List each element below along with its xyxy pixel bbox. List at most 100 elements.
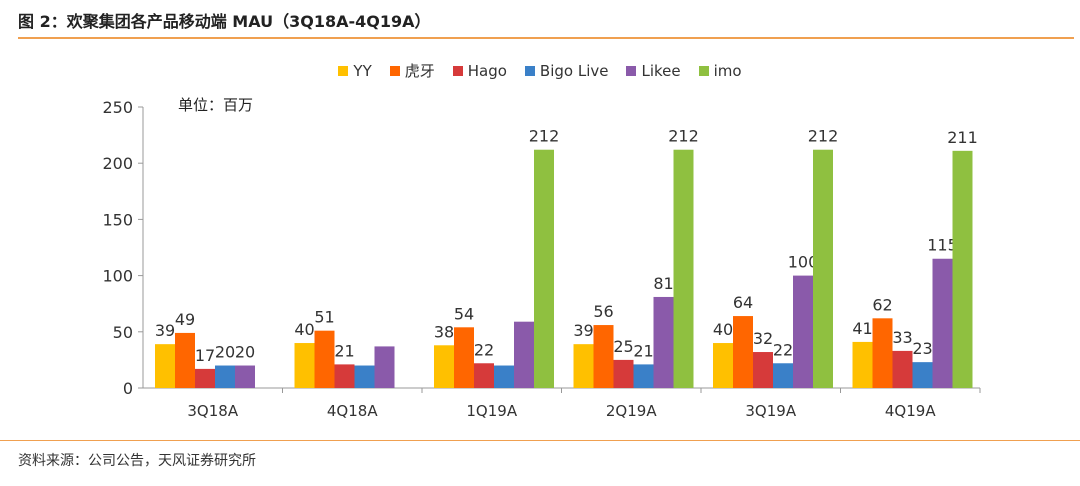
data-label: 81 bbox=[653, 274, 673, 293]
bar bbox=[952, 150, 973, 388]
data-label: 100 bbox=[788, 253, 819, 272]
bar bbox=[534, 149, 554, 388]
bar bbox=[593, 325, 614, 388]
bar bbox=[932, 258, 953, 388]
bar bbox=[673, 149, 694, 388]
data-label: 56 bbox=[593, 302, 613, 321]
bar bbox=[195, 368, 215, 388]
bar bbox=[454, 327, 474, 388]
legend-label: imo bbox=[713, 61, 742, 80]
data-label: 38 bbox=[434, 322, 454, 341]
bar bbox=[514, 321, 534, 388]
y-tick-label: 100 bbox=[102, 267, 133, 286]
x-tick-label: 3Q19A bbox=[745, 402, 796, 420]
bar bbox=[235, 365, 255, 388]
data-label: 23 bbox=[912, 339, 932, 358]
bar bbox=[793, 275, 813, 388]
data-label: 40 bbox=[294, 320, 314, 339]
data-label: 39 bbox=[573, 321, 593, 340]
x-tick-label: 1Q19A bbox=[466, 402, 517, 420]
data-label: 21 bbox=[334, 341, 354, 360]
data-label: 211 bbox=[947, 128, 978, 147]
bar bbox=[175, 332, 195, 388]
source-rule bbox=[0, 440, 1080, 441]
y-tick-label: 0 bbox=[123, 379, 133, 398]
bar bbox=[334, 364, 355, 388]
data-label: 212 bbox=[808, 127, 839, 146]
data-label: 49 bbox=[175, 310, 195, 329]
legend-swatch bbox=[626, 65, 637, 76]
bar bbox=[613, 359, 634, 388]
bar bbox=[494, 365, 514, 388]
legend-swatch bbox=[338, 65, 349, 76]
legend-swatch bbox=[524, 65, 535, 76]
legend-label: Hago bbox=[467, 61, 507, 80]
data-label: 212 bbox=[529, 127, 560, 146]
data-label: 22 bbox=[474, 340, 494, 359]
data-label: 21 bbox=[633, 341, 653, 360]
bar bbox=[354, 365, 375, 388]
data-label: 41 bbox=[852, 319, 872, 338]
data-label: 22 bbox=[773, 340, 793, 359]
x-tick-label: 2Q19A bbox=[606, 402, 657, 420]
legend-label: Likee bbox=[641, 61, 681, 80]
x-tick-label: 3Q18A bbox=[187, 402, 238, 420]
data-label: 115 bbox=[927, 236, 958, 255]
bar bbox=[912, 362, 933, 388]
legend-label: YY bbox=[353, 61, 372, 80]
bar bbox=[733, 316, 753, 388]
y-tick-label: 150 bbox=[102, 210, 133, 229]
bar bbox=[753, 352, 773, 388]
data-label: 64 bbox=[733, 293, 753, 312]
bar bbox=[813, 149, 833, 388]
unit-label: 单位：百万 bbox=[178, 96, 254, 114]
legend-item: Likee bbox=[626, 60, 681, 81]
data-label: 40 bbox=[713, 320, 733, 339]
bar bbox=[773, 363, 793, 388]
bar bbox=[852, 341, 873, 388]
data-label: 32 bbox=[753, 329, 773, 348]
data-label: 20 bbox=[215, 343, 235, 362]
bar bbox=[474, 363, 494, 388]
bar bbox=[314, 330, 335, 388]
data-label: 20 bbox=[235, 343, 255, 362]
data-label: 39 bbox=[155, 321, 175, 340]
legend-item: imo bbox=[698, 60, 742, 81]
data-label: 25 bbox=[613, 337, 633, 356]
title-rule bbox=[18, 37, 1074, 39]
data-label: 17 bbox=[195, 346, 215, 365]
data-label: 51 bbox=[314, 308, 334, 327]
legend-swatch bbox=[698, 65, 709, 76]
bar bbox=[294, 343, 315, 388]
data-label: 212 bbox=[668, 127, 699, 146]
data-label: 33 bbox=[892, 328, 912, 347]
legend-label: 虎牙 bbox=[404, 62, 435, 80]
bar bbox=[374, 346, 395, 388]
bar bbox=[713, 343, 733, 388]
y-tick-label: 200 bbox=[102, 154, 133, 173]
bar bbox=[633, 364, 654, 388]
legend-item: Bigo Live bbox=[524, 60, 609, 81]
chart-legend: YY 虎牙 Hago Bigo Live Likee imo bbox=[0, 60, 1080, 81]
x-tick-label: 4Q19A bbox=[885, 402, 936, 420]
legend-item: Hago bbox=[452, 60, 507, 81]
bar bbox=[653, 296, 674, 388]
data-label: 54 bbox=[454, 304, 474, 323]
bar bbox=[573, 344, 594, 388]
legend-label: Bigo Live bbox=[539, 61, 609, 80]
legend-item: 虎牙 bbox=[389, 60, 435, 81]
bar bbox=[872, 318, 893, 388]
legend-swatch bbox=[389, 65, 400, 76]
data-label: 62 bbox=[872, 295, 892, 314]
y-tick-label: 50 bbox=[113, 323, 133, 342]
bar bbox=[892, 350, 913, 388]
x-tick-label: 4Q18A bbox=[327, 402, 378, 420]
bar bbox=[434, 345, 454, 388]
y-tick-label: 250 bbox=[102, 98, 133, 117]
figure-title: 图 2：欢聚集团各产品移动端 MAU（3Q18A-4Q19A） bbox=[18, 12, 431, 31]
legend-swatch bbox=[452, 65, 463, 76]
source-note: 资料来源：公司公告，天风证券研究所 bbox=[18, 453, 256, 469]
bar bbox=[215, 365, 235, 388]
legend-item: YY bbox=[338, 60, 372, 81]
